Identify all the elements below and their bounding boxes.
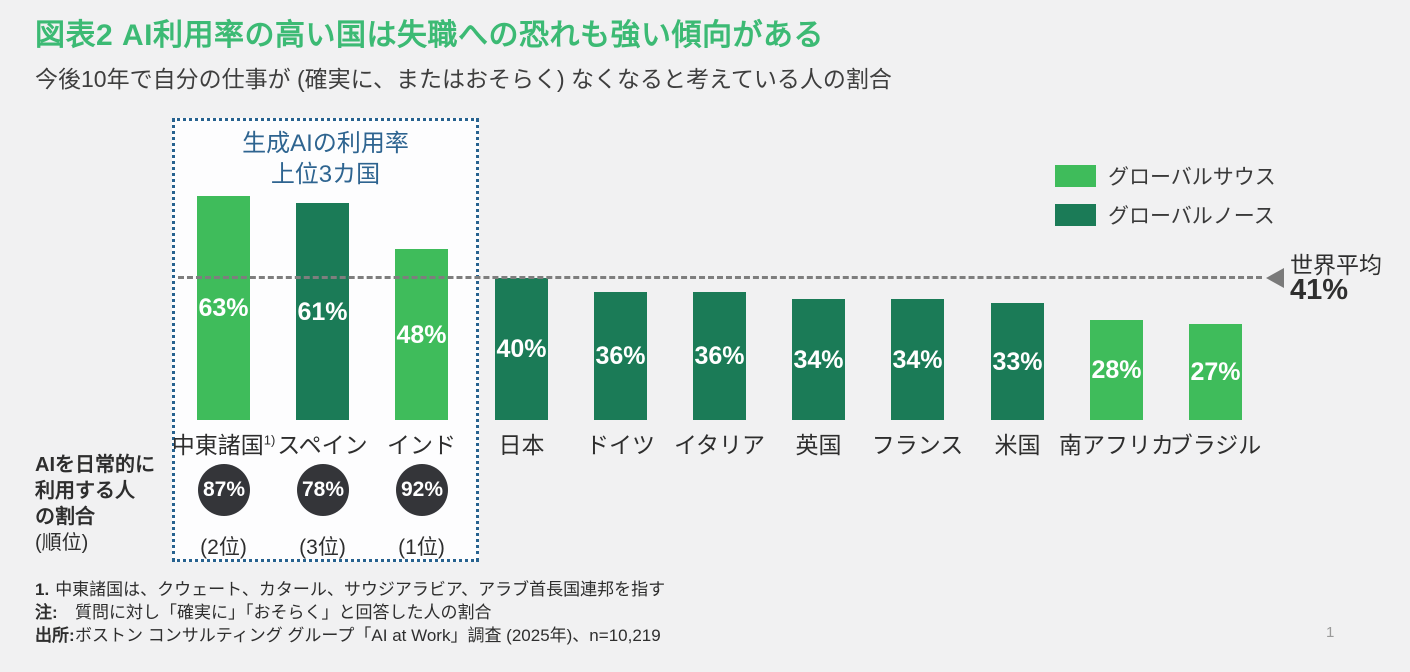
bar-0 xyxy=(197,196,250,420)
bar-4 xyxy=(594,292,647,420)
bar-label-1: スペイン xyxy=(277,432,368,458)
ai-usage-rank-1: (3位) xyxy=(299,536,346,559)
bar-value-0: 63% xyxy=(198,294,249,322)
bar-value-9: 28% xyxy=(1091,356,1142,384)
bar-label-9: 南アフリカ xyxy=(1059,432,1174,458)
ai-usage-note-line2: 利用する人 xyxy=(35,480,135,502)
ai-usage-circle-0: 87% xyxy=(198,464,250,516)
page-title: 図表2 AI利用率の高い国は失職への恐れも強い傾向がある xyxy=(35,19,825,52)
top3-box-title: 生成AIの利用率 上位3カ国 xyxy=(172,128,479,190)
bar-value-4: 36% xyxy=(595,342,646,370)
bar-value-3: 40% xyxy=(496,335,547,363)
page-subtitle: 今後10年で自分の仕事が (確実に、またはおそらく) なくなると考えている人の割… xyxy=(35,66,892,92)
bar-label-8: 米国 xyxy=(994,432,1041,458)
bar-value-2: 48% xyxy=(396,321,447,349)
footnote-definition-text: 中東諸国は、クウェート、カタール、サウジアラビア、アラブ首長国連邦を指す xyxy=(55,580,666,599)
legend-label-global-south: グローバルサウス xyxy=(1108,166,1276,189)
footnote-note-text: 質問に対し「確実に」「おそらく」と回答した人の割合 xyxy=(75,603,492,622)
global-south-swatch-icon xyxy=(1055,165,1096,187)
bar-7 xyxy=(891,299,944,420)
legend-item-global-south: グローバルサウス xyxy=(1055,161,1276,191)
bar-value-6: 34% xyxy=(793,346,844,374)
footnote-source-text: ボストン コンサルティング グループ「AI at Work」調査 (2025年)… xyxy=(75,626,661,645)
footnotes: 1. 中東諸国は、クウェート、カタール、サウジアラビア、アラブ首長国連邦を指す 注… xyxy=(35,578,665,647)
bar-1 xyxy=(296,203,349,420)
legend: グローバルサウス グローバルノース xyxy=(1055,161,1276,239)
top3-box-title-line2: 上位3カ国 xyxy=(270,161,381,188)
world-average-dashed-line xyxy=(178,276,1262,279)
bar-value-7: 34% xyxy=(892,346,943,374)
world-average-arrow-icon xyxy=(1266,268,1284,288)
footnote-note: 注: 質問に対し「確実に」「おそらく」と回答した人の割合 xyxy=(35,601,665,624)
bar-value-1: 61% xyxy=(297,298,348,326)
bar-6 xyxy=(792,299,845,420)
bar-label-5: イタリア xyxy=(673,432,766,458)
ai-usage-circle-2: 92% xyxy=(396,464,448,516)
top3-box-title-line1: 生成AIの利用率 xyxy=(242,130,409,157)
ai-usage-note-line1: AIを日常的に xyxy=(35,454,155,476)
footnote-note-marker: 注: xyxy=(35,603,58,622)
ai-usage-note-rank: (順位) xyxy=(35,532,89,554)
bar-value-5: 36% xyxy=(694,342,745,370)
ai-usage-note-line3: の割合 xyxy=(35,506,95,528)
world-average-label: 世界平均 xyxy=(1290,252,1382,278)
global-north-swatch-icon xyxy=(1055,204,1096,226)
ai-usage-circle-1: 78% xyxy=(297,464,349,516)
bar-8 xyxy=(991,303,1044,420)
legend-item-global-north: グローバルノース xyxy=(1055,200,1276,230)
bar-9 xyxy=(1090,320,1143,420)
ai-usage-axis-note: AIを日常的に 利用する人 の割合 (順位) xyxy=(35,452,155,556)
ai-usage-rank-2: (1位) xyxy=(398,536,445,559)
bar-label-6: 英国 xyxy=(795,432,842,458)
footnote-definition: 1. 中東諸国は、クウェート、カタール、サウジアラビア、アラブ首長国連邦を指す xyxy=(35,578,665,601)
footnote-definition-marker: 1. xyxy=(35,580,50,599)
bar-label-7: フランス xyxy=(871,432,964,458)
footnote-source-marker: 出所: xyxy=(35,626,75,645)
footnote-source: 出所:ボストン コンサルティング グループ「AI at Work」調査 (202… xyxy=(35,624,665,647)
bar-label-0: 中東諸国1) xyxy=(171,432,276,458)
bar-label-10: ブラジル xyxy=(1169,432,1262,458)
bar-3 xyxy=(495,278,548,420)
bar-10 xyxy=(1189,324,1242,420)
bar-label-4: ドイツ xyxy=(586,432,655,458)
bar-label-2: インド xyxy=(387,432,456,458)
bar-5 xyxy=(693,292,746,420)
bar-value-10: 27% xyxy=(1190,358,1241,386)
world-average-value: 41% xyxy=(1290,274,1349,306)
page-number: 1 xyxy=(1326,624,1335,641)
bar-value-8: 33% xyxy=(992,348,1043,376)
legend-label-global-north: グローバルノース xyxy=(1108,205,1275,228)
footnote-marker-sup: 1) xyxy=(263,432,276,448)
ai-usage-rank-0: (2位) xyxy=(200,536,247,559)
bar-label-3: 日本 xyxy=(498,432,545,458)
